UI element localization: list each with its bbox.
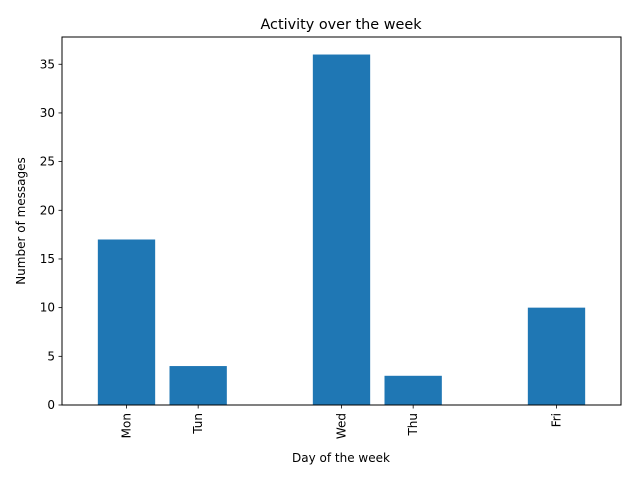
x-axis-ticks: Mon Tun Wed Thu Fri xyxy=(120,405,564,439)
x-tick-label-fri: Fri xyxy=(550,413,564,427)
bar-mon xyxy=(97,239,156,405)
chart-title: Activity over the week xyxy=(260,17,422,33)
x-tick-label-thu: Thu xyxy=(406,413,420,437)
x-tick-label-wed: Wed xyxy=(335,413,349,439)
plot-frame xyxy=(61,36,622,406)
y-tick-label: 0 xyxy=(47,398,55,412)
x-tick-label-tun: Tun xyxy=(191,413,205,435)
y-tick-label: 30 xyxy=(40,106,55,120)
y-tick-label: 25 xyxy=(40,155,55,169)
bar-tun xyxy=(169,366,227,405)
bars-group xyxy=(97,54,586,406)
y-tick-label: 15 xyxy=(40,252,55,266)
y-tick-label: 35 xyxy=(40,57,55,71)
y-axis-label: Number of messages xyxy=(14,157,28,285)
bar-wed xyxy=(312,54,371,406)
x-tick-label-mon: Mon xyxy=(120,413,134,438)
x-axis-label: Day of the week xyxy=(292,451,390,465)
bar-thu xyxy=(384,375,442,405)
bar-fri xyxy=(527,307,586,405)
y-tick-label: 20 xyxy=(40,203,55,217)
y-tick-label: 10 xyxy=(40,301,55,315)
y-tick-label: 5 xyxy=(47,349,55,363)
y-axis-ticks: 0 5 10 15 20 25 30 35 xyxy=(40,57,62,412)
